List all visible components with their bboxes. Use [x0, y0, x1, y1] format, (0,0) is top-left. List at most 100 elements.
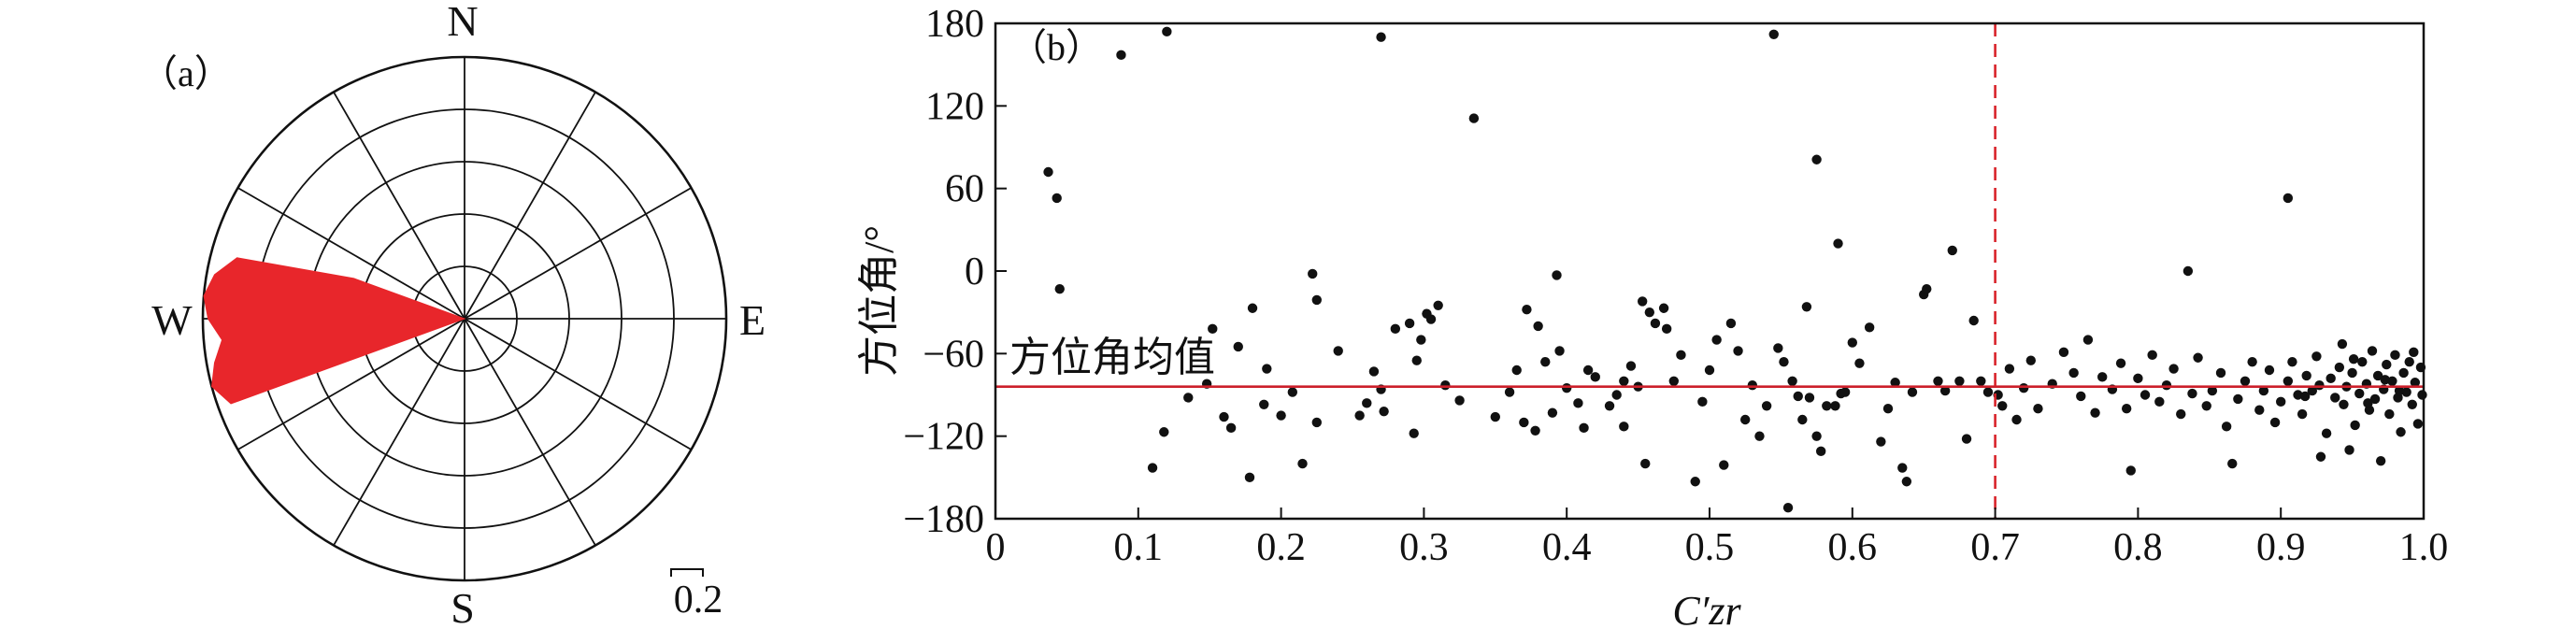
- scatter-plot: 0 0.1 0.2 0.3 0.4 0.5 0.6 0.7 0.8 0.9 1.0 180 120 60…: [856, 3, 2448, 629]
- scatter-point: [1754, 431, 1765, 441]
- x-tick-label: 0.1: [1114, 526, 1164, 569]
- scatter-point: [1376, 32, 1386, 42]
- scatter-point: [2330, 393, 2340, 403]
- scatter-point: [2297, 408, 2308, 420]
- scatter-point: [1782, 503, 1794, 513]
- scatter-point: [1787, 376, 1797, 386]
- scatter-point: [2398, 367, 2409, 379]
- x-axis: 0 0.1 0.2 0.3 0.4 0.5 0.6 0.7 0.8 0.9 1.0: [986, 507, 2448, 569]
- scatter-point: [1815, 446, 1826, 457]
- rose-spoke: [333, 318, 465, 546]
- scatter-point: [1404, 318, 1415, 329]
- scatter-point: [2182, 265, 2194, 277]
- rose-spoke: [464, 187, 692, 320]
- scatter-point: [1907, 387, 1918, 397]
- compass-west-label: W: [151, 296, 193, 344]
- scatter-point: [1162, 26, 1172, 37]
- y-tick-label: 0: [965, 250, 984, 293]
- scatter-point: [2018, 382, 2029, 393]
- scatter-point: [2068, 367, 2079, 379]
- scatter-point: [1552, 270, 1562, 280]
- scatter-point: [1733, 346, 1743, 356]
- scatter-point: [1052, 193, 1062, 204]
- scatter-point: [1804, 393, 1815, 403]
- scatter-point: [2354, 388, 2365, 399]
- scatter-panel-label: （b）: [1009, 26, 1103, 68]
- x-tick-label: 0.2: [1256, 526, 1306, 569]
- scatter-point: [1897, 463, 1908, 473]
- scatter-point: [1573, 398, 1583, 408]
- scatter-point: [1768, 29, 1779, 39]
- scatter-point: [2161, 379, 2172, 391]
- scatter-point: [1533, 321, 1543, 332]
- scatter-point: [1997, 401, 2008, 411]
- scatter-point: [2140, 390, 2151, 400]
- mean-line-label: 方位角均值: [1009, 335, 1215, 380]
- scatter-point: [2240, 376, 2251, 386]
- scatter-point: [1183, 393, 1194, 403]
- scatter-point: [1961, 434, 1972, 444]
- y-tick-label: −180: [903, 498, 984, 541]
- scatter-point: [1147, 463, 1158, 473]
- scatter-point: [1390, 323, 1401, 335]
- scatter-point: [2033, 404, 2043, 414]
- scatter-points: [1043, 26, 2427, 513]
- scatter-point: [1582, 365, 1594, 376]
- scatter-point: [2287, 356, 2297, 367]
- scatter-point: [2264, 365, 2275, 376]
- y-axis: 180 120 60 0 −60 −120 −180: [903, 3, 1007, 541]
- scatter-point: [2372, 370, 2383, 381]
- rose-spoke: [237, 318, 465, 450]
- scatter-point: [2176, 408, 2186, 420]
- scatter-point: [2369, 393, 2381, 405]
- scatter-point: [1297, 458, 1308, 469]
- rose-panel-label: （a）: [140, 52, 232, 94]
- y-tick-label: −120: [903, 416, 984, 459]
- scatter-point: [1704, 365, 1715, 376]
- scatter-point: [1554, 346, 1565, 356]
- scatter-point: [2283, 376, 2294, 386]
- scatter-point: [2334, 362, 2345, 373]
- scatter-point: [2207, 385, 2218, 396]
- scatter-point: [1225, 422, 1237, 434]
- scatter-point: [2193, 352, 2203, 363]
- scatter-point: [2233, 393, 2243, 405]
- rose-petal: [203, 257, 466, 405]
- scatter-point: [2133, 373, 2143, 384]
- scatter-point: [1876, 436, 1886, 447]
- scatter-point: [1244, 472, 1255, 483]
- x-tick-label: 0.6: [1828, 526, 1878, 569]
- scatter-point: [1830, 401, 1840, 411]
- scatter-point: [1854, 358, 1865, 368]
- scatter-point: [1890, 378, 1900, 388]
- scatter-point: [2410, 378, 2421, 388]
- scatter-point: [2407, 399, 2417, 410]
- rose-spoke: [333, 92, 465, 320]
- compass-north-label: N: [447, 0, 478, 45]
- scatter-point: [1968, 315, 1979, 326]
- scatter-point: [1159, 427, 1169, 437]
- y-tick-label: 60: [945, 168, 984, 211]
- scatter-point: [1773, 343, 1783, 353]
- scatter-point: [1797, 414, 1808, 425]
- scatter-point: [1676, 350, 1686, 361]
- scatter-point: [1590, 372, 1600, 382]
- scatter-point: [1939, 385, 1951, 396]
- scatter-point: [2187, 388, 2197, 399]
- scatter-point: [1747, 379, 1758, 391]
- scatter-point: [2396, 427, 2406, 437]
- scatter-point: [1504, 387, 1515, 397]
- scatter-point: [2347, 367, 2357, 379]
- scatter-point: [1547, 407, 1558, 418]
- scatter-point: [2269, 417, 2281, 428]
- scatter-point: [1882, 404, 1894, 414]
- scatter-point: [1650, 318, 1661, 329]
- rose-spoke: [464, 318, 692, 450]
- scatter-point: [2363, 398, 2373, 408]
- scatter-point: [1468, 113, 1480, 123]
- scatter-point: [2337, 338, 2348, 350]
- scatter-point: [2314, 379, 2325, 391]
- scatter-point: [1611, 390, 1622, 400]
- scatter-point: [1779, 356, 1789, 367]
- scatter-point: [1864, 322, 1875, 333]
